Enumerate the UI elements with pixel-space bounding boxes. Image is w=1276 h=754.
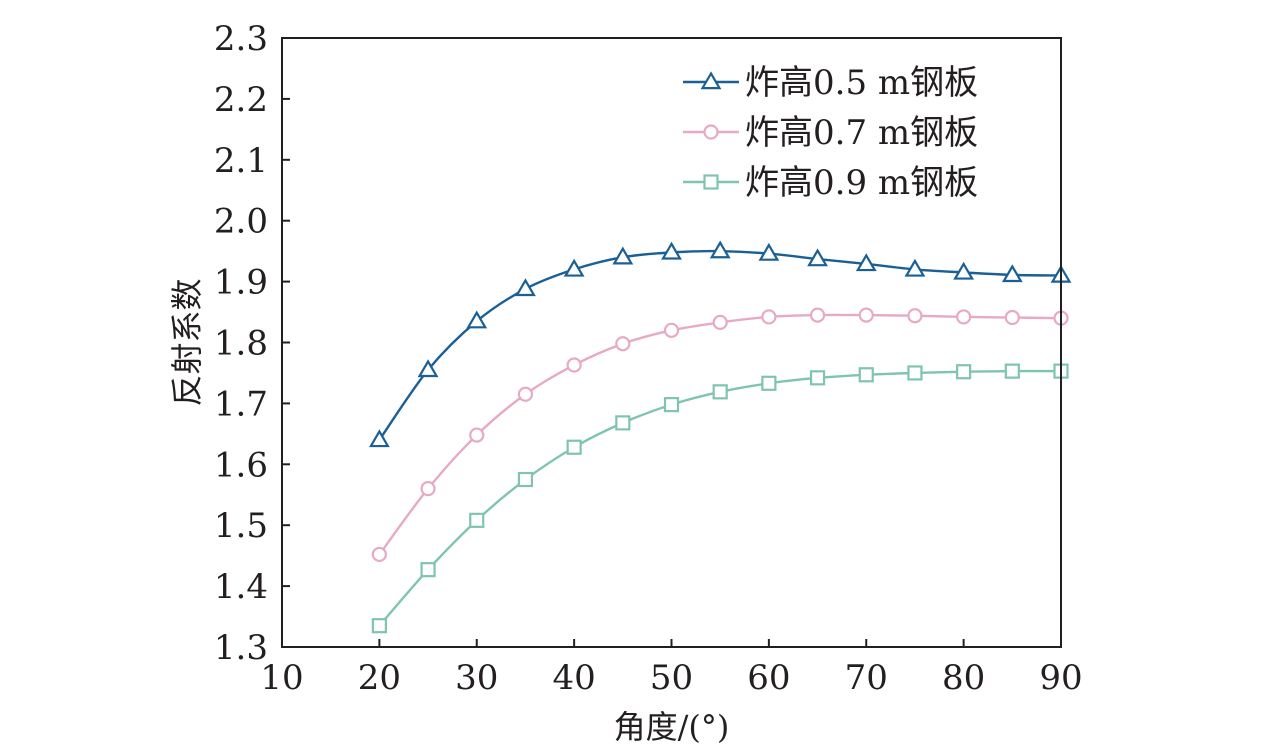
y-tick-label: 1.7 (214, 384, 268, 424)
data-point-triangle (612, 246, 634, 265)
y-tick-labels: 1.3 1.4 1.5 1.6 1.7 1.8 1.9 2.0 2.1 2.2 2.3 (214, 19, 268, 668)
y-tick-label: 2.2 (214, 80, 268, 120)
data-point-triangle (1001, 264, 1023, 283)
x-tick-label: 10 (260, 658, 303, 698)
data-point-circle (420, 481, 436, 497)
data-point-triangle (563, 258, 585, 277)
data-point-triangle (904, 258, 926, 277)
data-point-square (371, 618, 387, 634)
data-point-triangle (368, 429, 390, 448)
legend-label: 炸高0.5 m钢板 (745, 63, 978, 103)
data-point-circle (663, 322, 680, 338)
data-point-square (615, 415, 631, 431)
legend-entry: 炸高0.7 m钢板 (683, 113, 978, 153)
data-point-circle (761, 309, 777, 325)
data-point-triangle (855, 253, 877, 272)
x-tick-label: 60 (747, 658, 790, 698)
y-tick-label: 1.9 (214, 263, 268, 303)
data-point-triangle (661, 241, 682, 260)
plot-frame (281, 37, 1062, 648)
x-tick-labels: 10 20 30 40 50 60 70 80 90 (260, 658, 1082, 698)
legend-entry: 炸高0.9 m钢板 (683, 163, 978, 203)
y-tick-label: 1.6 (214, 445, 268, 485)
data-point-triangle (709, 240, 731, 259)
x-tick-label: 80 (942, 658, 985, 698)
legend-entry: 炸高0.5 m钢板 (683, 63, 978, 103)
data-point-triangle (417, 359, 439, 378)
data-point-square (907, 365, 923, 381)
data-point-circle (858, 307, 874, 323)
x-tick-label: 50 (650, 658, 693, 698)
y-tick-label: 1.5 (214, 506, 268, 546)
data-point-circle (1004, 309, 1020, 326)
data-point-square (517, 471, 534, 488)
y-tick-label: 2.3 (214, 19, 268, 59)
data-point-square (420, 562, 436, 578)
data-point-circle (712, 314, 728, 331)
data-point-circle (371, 546, 387, 563)
data-point-circle (615, 336, 631, 352)
data-point-circle (809, 307, 826, 323)
legend-marker-circle (703, 124, 719, 140)
data-point-triangle (466, 310, 488, 329)
y-tick-label: 1.8 (214, 324, 268, 364)
data-point-square (956, 364, 972, 380)
y-tick-label: 1.3 (214, 628, 268, 668)
series-circle (371, 307, 1069, 563)
data-point-circle (469, 427, 485, 443)
data-point-square (761, 375, 777, 391)
legend-label: 炸高0.7 m钢板 (745, 113, 978, 153)
data-point-circle (956, 309, 972, 325)
y-tick-label: 2.1 (214, 141, 268, 181)
data-point-circle (566, 357, 582, 373)
data-point-square (1004, 363, 1020, 379)
data-point-triangle (758, 242, 780, 261)
y-axis-title: 反射系数 (168, 278, 206, 406)
data-point-triangle (953, 261, 975, 280)
series-triangle (368, 240, 1072, 448)
x-tick-label: 20 (358, 658, 401, 698)
data-point-square (858, 367, 874, 383)
data-point-circle (517, 386, 534, 402)
data-point-triangle (515, 278, 536, 297)
x-tick-label: 30 (455, 658, 498, 698)
x-tick-label: 40 (552, 658, 595, 698)
data-point-square (809, 370, 826, 386)
data-point-square (663, 397, 680, 413)
x-axis-title: 角度/(°) (614, 708, 730, 746)
data-point-square (712, 384, 728, 400)
x-tick-label: 90 (1039, 658, 1082, 698)
legend-marker-square (703, 174, 719, 190)
y-tick-label: 2.0 (214, 202, 268, 242)
series-layer (368, 240, 1072, 634)
axis-ticks (282, 97, 965, 647)
x-tick-label: 70 (845, 658, 888, 698)
data-point-triangle (807, 248, 828, 267)
legend-label: 炸高0.9 m钢板 (745, 163, 978, 203)
legend-marker-triangle (700, 71, 722, 90)
series-line (378, 369, 1062, 627)
data-point-square (566, 439, 582, 455)
data-point-circle (907, 308, 923, 324)
y-tick-label: 1.4 (214, 567, 268, 607)
series-square (371, 363, 1069, 634)
data-point-square (469, 512, 485, 528)
